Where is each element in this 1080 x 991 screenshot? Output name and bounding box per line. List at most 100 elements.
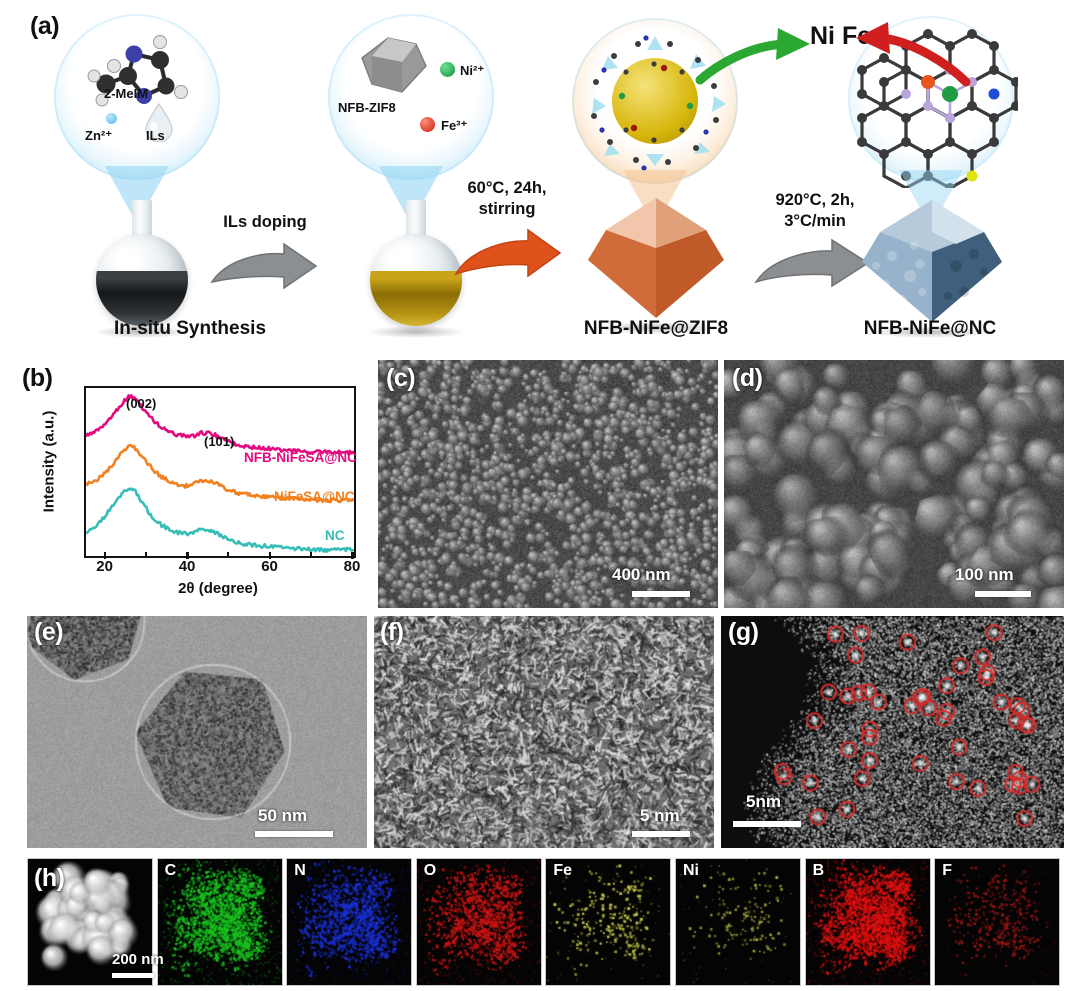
flask-liquid-dark	[96, 270, 188, 326]
ni-atom-icon	[942, 86, 958, 102]
xrd-curve-0	[86, 394, 354, 456]
xrd-curve-1	[86, 444, 354, 504]
arrow-pyrolysis-icon	[754, 238, 870, 288]
zn-ion-label: Zn²⁺	[85, 128, 113, 143]
panel-b-tag: (b)	[22, 364, 53, 392]
panel-d-tag: (d)	[732, 364, 763, 392]
stage-2-label: NFB-NiFe@ZIF8	[583, 318, 729, 339]
stage-1-label: In-situ Synthesis	[113, 318, 267, 339]
flask-liquid-gold	[370, 270, 462, 326]
peak-label-002: (002)	[126, 396, 157, 411]
xrd-curves	[86, 394, 354, 553]
panel-h-scalebar	[112, 973, 154, 978]
eds-canvas-ni	[676, 859, 800, 985]
arrow-nife-extraction-icon	[695, 28, 810, 85]
xrd-xtick-40: 40	[178, 558, 196, 575]
panel-d-sem-image	[724, 360, 1064, 608]
panel-g-scalebar	[733, 821, 801, 827]
panel-g-scalebar-label: 5nm	[746, 792, 781, 811]
eds-map-o: O	[415, 858, 542, 986]
panel-h-tag: (h)	[34, 864, 65, 892]
nc-polyhedron-icon	[862, 200, 1002, 322]
eds-element-label-b: B	[812, 862, 825, 879]
eds-map-f: F	[934, 858, 1061, 986]
ni-ion-icon	[440, 62, 455, 77]
arrow-2-label-line2: stirring	[478, 200, 536, 218]
eds-map-ni: Ni	[675, 858, 801, 986]
fe-atom-icon	[921, 75, 935, 89]
eds-canvas-fe	[546, 859, 671, 985]
legend-nc: NC	[325, 528, 345, 543]
xrd-x-axis-label: 2θ (degree)	[178, 580, 258, 597]
fe-ion-icon	[420, 117, 435, 132]
ligand-shell-icon	[591, 35, 726, 171]
flask-neck	[132, 200, 152, 242]
arrow-3-label-line1: 920°C, 2h,	[775, 191, 855, 209]
panel-f-hrtem-image	[374, 616, 714, 848]
panel-c-scalebar-label: 400 nm	[612, 565, 671, 584]
arrow-anchoring-icon	[856, 22, 971, 87]
panel-f-scalebar-label: 5 nm	[640, 806, 680, 825]
panel-e-tem-image	[27, 616, 367, 848]
panel-g-haadf-image	[721, 616, 1064, 848]
ils-label: ILs	[146, 128, 165, 143]
panel-c-scalebar	[632, 591, 690, 597]
flask-bulb-2	[370, 234, 462, 326]
xrd-tickmark	[186, 552, 189, 559]
eds-canvas-o	[416, 859, 541, 985]
bubble-nfb-zif8	[328, 14, 494, 180]
panel-e-scalebar	[255, 831, 333, 837]
panel-g-tag: (g)	[728, 618, 759, 646]
xrd-minor-tickmark	[309, 552, 312, 557]
panel-g-canvas	[721, 616, 1064, 848]
panel-a-tag: (a)	[30, 12, 60, 40]
arrow-stirring-icon	[454, 228, 562, 278]
eds-map-c: C	[156, 858, 283, 986]
zn-ion-icon	[106, 113, 117, 124]
fe-ion-label: Fe³⁺	[441, 118, 468, 133]
peak-label-101: (101)	[204, 434, 235, 449]
nfb-zif8-label: NFB-ZIF8	[338, 100, 396, 115]
panel-c-tag: (c)	[386, 364, 416, 392]
panel-e-tag: (e)	[34, 618, 64, 646]
flask-nfb-zif8	[366, 200, 466, 338]
xrd-minor-tickmark	[227, 552, 230, 557]
panel-f-scalebar	[632, 831, 690, 837]
zif8-crystal-icon	[361, 37, 427, 93]
panel-a-synthesis-schematic: (a) 2-MeIM Zn²⁺ ILs ILs doping	[0, 0, 1080, 352]
xrd-plot-area	[84, 386, 356, 558]
flask-bulb	[96, 234, 188, 326]
xrd-curve-2	[86, 487, 354, 553]
xrd-tickmark	[351, 552, 354, 559]
xrd-minor-tickmark	[144, 552, 147, 557]
flask-neck-2	[406, 200, 426, 242]
octahedron-shadow	[591, 322, 721, 334]
eds-element-label-o: O	[423, 862, 437, 879]
eds-element-label-f: F	[942, 862, 952, 879]
panel-f-canvas	[374, 616, 714, 848]
panel-c-canvas	[378, 360, 718, 608]
eds-canvas-c	[157, 859, 282, 985]
panel-d-scalebar	[975, 591, 1031, 597]
arrow-2-label-line1: 60°C, 24h,	[467, 179, 547, 197]
molecule-label: 2-MeIM	[104, 86, 149, 101]
eds-element-label-fe: Fe	[553, 862, 573, 879]
2-meim-molecule-icon	[87, 35, 188, 107]
xrd-xtick-80: 80	[343, 558, 361, 575]
panel-d-scalebar-label: 100 nm	[955, 565, 1014, 584]
xrd-tickmark	[268, 552, 272, 559]
arrow-1-label: ILs doping	[223, 213, 307, 231]
stage-3-label: NFB-NiFe@NC	[863, 318, 997, 339]
xrd-y-axis-label: Intensity (a.u.)	[40, 410, 58, 513]
eds-canvas-b	[805, 859, 930, 985]
eds-element-label-c: C	[164, 862, 177, 879]
zif8-octahedron-icon	[588, 198, 724, 318]
xrd-tickmark	[103, 552, 107, 559]
polyhedron-shadow	[865, 326, 995, 338]
ni-ion-label: Ni²⁺	[460, 63, 485, 78]
panel-c-sem-image	[378, 360, 718, 608]
xrd-xtick-20: 20	[96, 558, 113, 575]
panel-f-tag: (f)	[380, 618, 404, 646]
xrd-xtick-60: 60	[261, 558, 278, 575]
eds-map-fe: Fe	[545, 858, 672, 986]
